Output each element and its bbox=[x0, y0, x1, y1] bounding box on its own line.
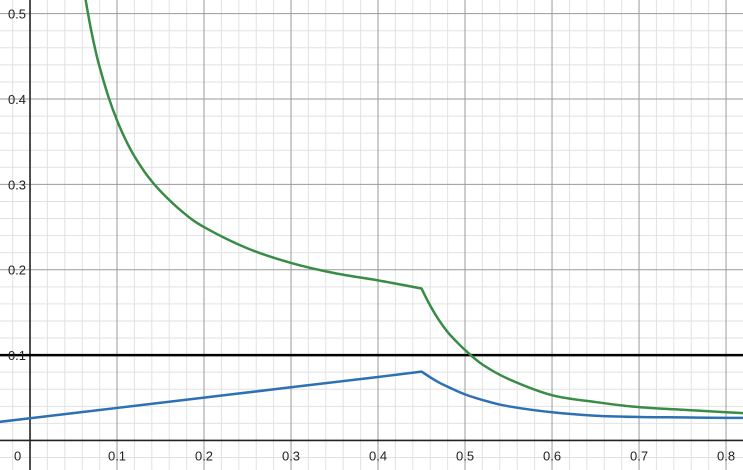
x-tick-label: 0.8 bbox=[717, 448, 735, 463]
x-tick-label: 0.2 bbox=[195, 448, 213, 463]
x-tick-label: 0.1 bbox=[108, 448, 126, 463]
y-tick-label: 0.1 bbox=[8, 348, 26, 363]
y-tick-label: 0.5 bbox=[8, 7, 26, 22]
x-tick-label: 0.5 bbox=[456, 448, 474, 463]
x-tick-label: 0.3 bbox=[282, 448, 300, 463]
series-blue-curve bbox=[0, 370, 743, 424]
x-tick-label: 0.7 bbox=[630, 448, 648, 463]
y-tick-labels: 0.1 0.2 0.3 0.4 0.5 bbox=[8, 7, 26, 363]
y-tick-label: 0.2 bbox=[8, 263, 26, 278]
series-green-curve bbox=[84, 0, 743, 415]
x-tick-label: 0.4 bbox=[369, 448, 387, 463]
y-tick-label: 0.3 bbox=[8, 177, 26, 192]
x-tick-labels: 0 0.1 0.2 0.3 0.4 0.5 0.6 0.7 0.8 bbox=[14, 448, 735, 463]
series-group bbox=[0, 0, 743, 424]
x-tick-label: 0 bbox=[14, 448, 21, 463]
x-tick-label: 0.6 bbox=[543, 448, 561, 463]
y-tick-label: 0.4 bbox=[8, 92, 26, 107]
